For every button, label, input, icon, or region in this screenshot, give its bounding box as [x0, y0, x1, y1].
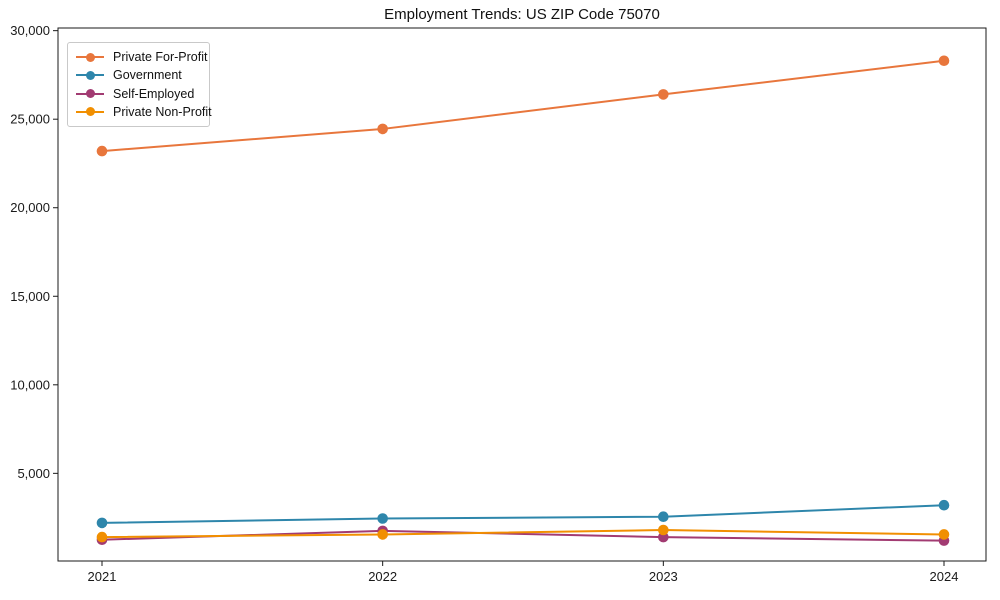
data-point-private-non-profit-2024	[938, 529, 950, 540]
legend-label: Self-Employed	[113, 86, 195, 101]
legend-line-marker-icon	[76, 52, 104, 63]
legend-label: Private For-Profit	[113, 50, 208, 65]
legend-item-private-non-profit: Private Non-Profit	[76, 103, 212, 121]
legend-line-marker-icon	[76, 88, 104, 99]
series-line-private-non-profit	[101, 529, 945, 539]
plot-frame	[57, 27, 987, 562]
legend-line-marker-icon	[76, 70, 104, 81]
series-line-private-for-profit	[101, 59, 945, 153]
data-point-government-2024	[938, 499, 950, 511]
data-point-private-for-profit-2022	[377, 123, 388, 135]
x-tick-label: 2023	[649, 569, 678, 584]
y-tick-label: 10,000	[10, 377, 50, 392]
data-point-government-2023	[658, 511, 669, 523]
data-point-private-non-profit-2023	[658, 524, 669, 536]
legend-item-private-for-profit: Private For-Profit	[76, 48, 207, 66]
chart-title: Employment Trends: US ZIP Code 75070	[384, 6, 660, 23]
legend-line-marker-icon	[76, 106, 104, 117]
data-point-private-non-profit-2021	[96, 531, 108, 543]
x-tick-label: 2021	[88, 569, 117, 584]
y-tick-label: 30,000	[10, 23, 50, 38]
data-point-private-for-profit-2023	[658, 89, 669, 100]
chart-legend: Private For-Profit Government Self-Employe…	[67, 42, 212, 127]
legend-item-self-employed: Self-Employed	[76, 85, 201, 103]
legend-label: Private Non-Profit	[113, 104, 212, 119]
x-tick-label: 2022	[368, 569, 397, 584]
legend-item-government: Government	[76, 66, 201, 84]
y-tick-label: 20,000	[10, 200, 50, 215]
legend-label: Government	[113, 68, 182, 83]
x-tick-label: 2024	[930, 569, 959, 584]
series-line-government	[101, 504, 945, 524]
data-point-private-non-profit-2022	[377, 529, 388, 540]
data-point-private-for-profit-2024	[938, 55, 950, 67]
y-tick-label: 5,000	[17, 466, 50, 481]
data-point-private-for-profit-2021	[96, 145, 108, 157]
y-tick-label: 15,000	[10, 289, 50, 304]
y-tick-label: 25,000	[10, 112, 50, 127]
data-point-government-2021	[96, 517, 108, 529]
data-point-government-2022	[377, 513, 388, 524]
